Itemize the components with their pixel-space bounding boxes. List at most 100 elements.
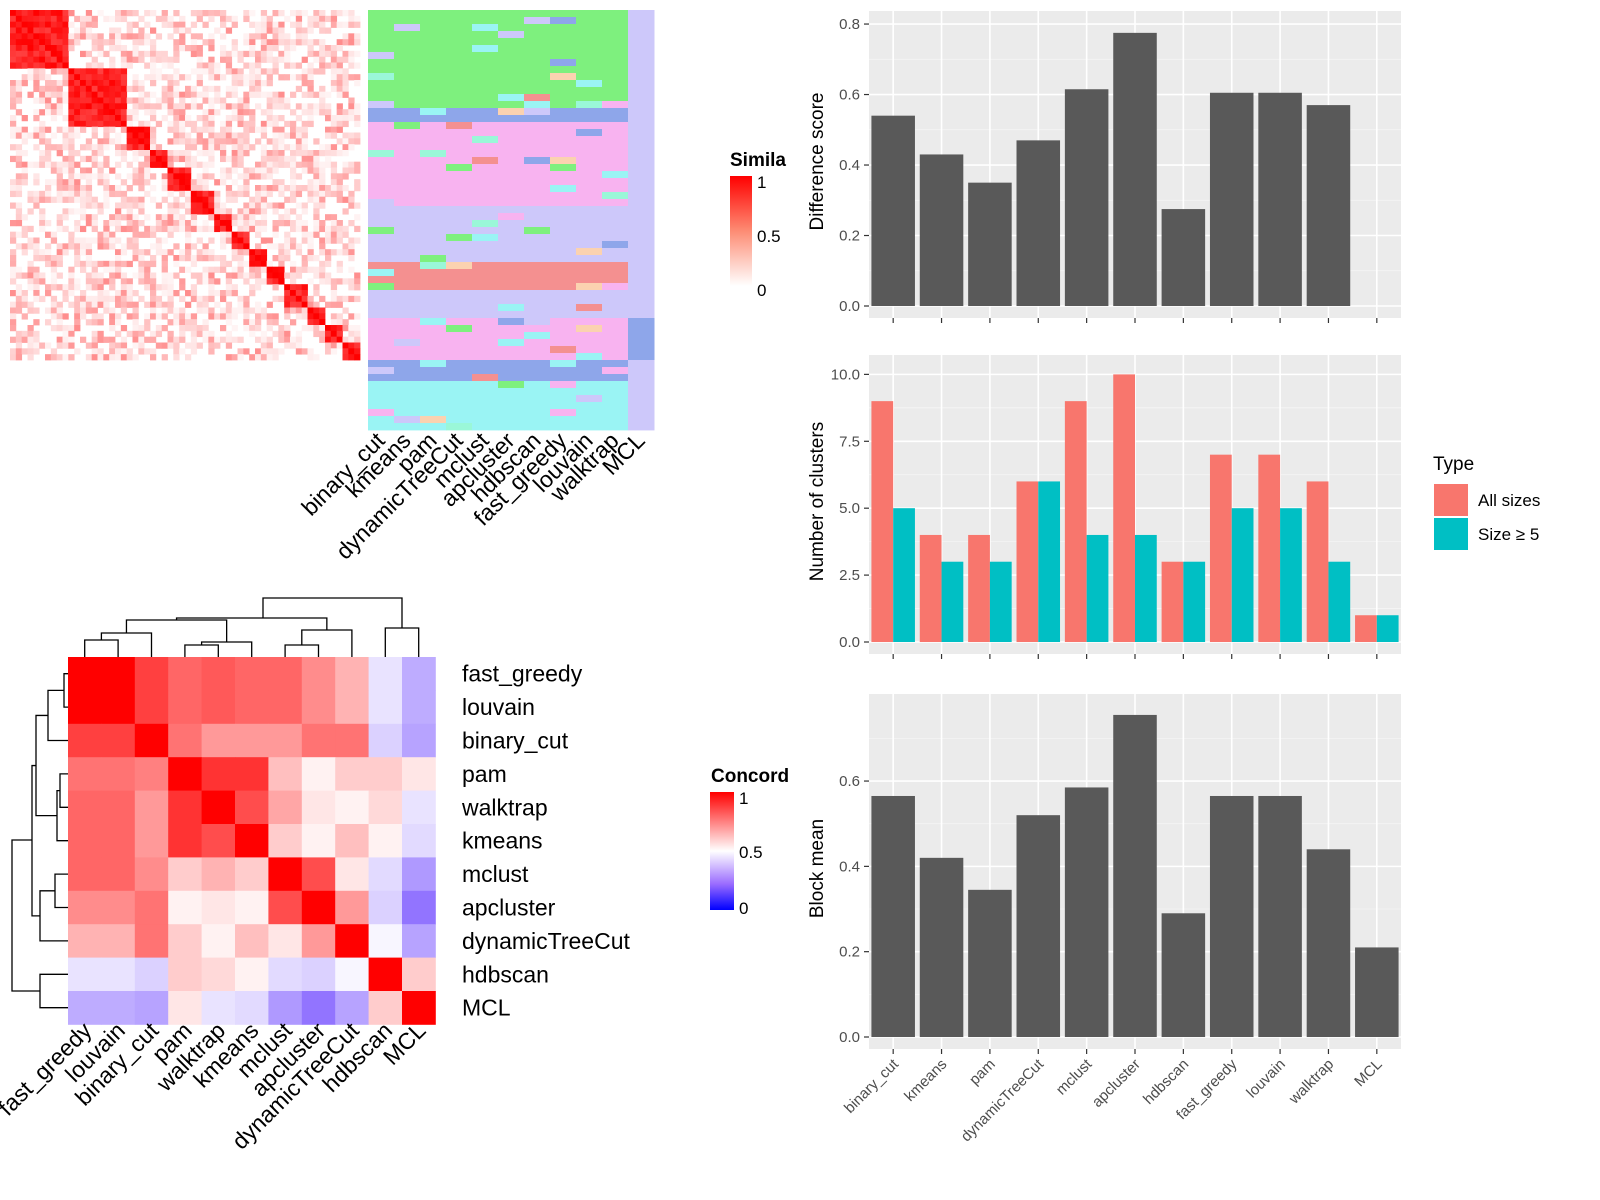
similarity-cell [237,173,244,180]
similarity-cell [15,50,23,58]
similarity-cell [208,161,215,168]
similarity-cell [115,45,122,52]
similarity-cell [249,173,256,180]
similarity-cell [97,33,104,40]
similarity-cell [85,272,93,279]
similarity-cell [196,126,203,133]
similarity-cell [173,260,180,268]
similarity-cell [202,325,209,332]
similarity-cell [33,15,40,23]
similarity-cell [220,132,227,139]
similarity-cell [115,10,122,17]
similarity-cell [220,33,227,40]
similarity-cell [56,243,63,250]
similarity-cell [220,266,227,273]
similarity-cell [120,272,128,279]
similarity-cell [45,249,52,256]
similarity-cell [144,50,151,58]
similarity-cell [301,109,308,116]
similarity-cell [249,120,256,128]
similarity-cell [161,255,168,262]
similarity-cell [97,150,104,157]
similarity-cell [68,85,75,93]
similarity-cell [115,225,122,233]
y-tick-label: 0.0 [839,298,860,315]
similarity-cell [237,74,244,81]
x-tick-label: pam [966,1056,999,1089]
bar [871,795,915,1037]
similarity-cell [208,196,215,203]
similarity-cell [179,202,186,209]
similarity-cell [260,249,268,256]
similarity-cell [115,266,122,273]
similarity-cell [27,208,34,215]
similarity-cell [185,27,192,34]
similarity-cell [255,272,262,279]
similarity-cell [138,85,145,93]
similarity-cell [319,237,326,244]
similarity-cell [208,10,215,17]
similarity-cell [85,237,93,244]
similarity-cell [167,21,174,28]
cluster-assignment-cell [394,360,421,382]
similarity-cell [284,243,291,250]
similarity-cell [214,208,221,215]
similarity-cell [39,33,46,40]
concordance-cell [101,924,136,958]
similarity-cell [348,15,355,23]
similarity-cell [33,319,40,326]
similarity-cell [45,138,52,145]
similarity-cell [190,202,198,209]
similarity-cell [62,39,69,46]
similarity-cell [336,220,343,227]
concordance-cell [134,824,169,858]
similarity-cell [278,39,285,46]
similarity-cell [62,33,69,40]
similarity-cell [179,214,186,221]
concordance-cell [134,723,169,758]
similarity-cell [161,301,168,308]
similarity-cell [301,208,308,215]
similarity-cell [336,301,343,308]
similarity-cell [301,56,308,63]
similarity-cell [237,80,244,87]
similarity-cell [336,103,343,110]
similarity-cell [155,237,163,244]
similarity-cell [208,190,215,198]
similarity-cell [161,15,168,23]
similarity-cell [115,103,122,110]
concordance-cell [201,757,236,791]
similarity-cell [21,179,28,186]
similarity-cell [214,196,221,203]
similarity-cell [150,138,157,145]
similarity-cell [132,80,139,87]
concordance-cell [268,723,303,758]
similarity-cell [190,50,198,58]
cluster-assignment-cell [498,38,525,95]
cluster-assignment-cell [368,409,395,417]
cluster-assignment-cell [498,360,525,382]
similarity-cell [56,39,63,46]
similarity-cell [260,313,268,320]
similarity-cell [10,155,17,163]
similarity-cell [161,103,168,110]
similarity-cell [330,80,338,87]
similarity-cell [10,202,17,209]
similarity-cell [97,103,104,110]
similarity-cell [208,62,215,69]
similarity-cell [284,45,291,52]
similarity-cell [301,39,308,46]
similarity-cell [144,249,151,256]
similarity-cell [307,115,314,122]
similarity-cell [173,354,180,361]
similarity-cell [10,325,17,332]
similarity-cell [295,62,303,69]
similarity-cell [15,45,23,52]
similarity-cell [167,214,174,221]
similarity-cell [80,208,87,215]
similarity-cell [85,62,93,69]
similarity-cell [103,278,110,285]
similarity-cell [150,103,157,110]
similarity-cell [231,39,238,46]
concordance-cell [168,690,202,725]
